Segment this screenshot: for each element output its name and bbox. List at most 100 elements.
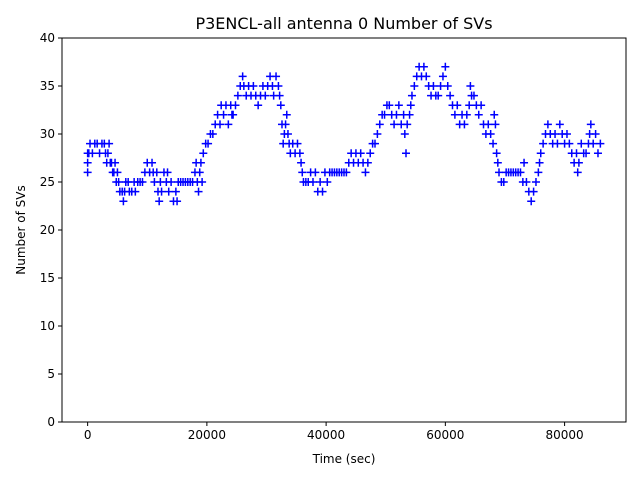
data-point [163,168,172,177]
data-point [316,178,325,186]
data-point [195,168,204,177]
data-point [466,82,475,90]
x-tick-label: 80000 [545,428,583,442]
data-point [577,139,586,148]
data-point [164,187,173,196]
data-point [392,110,401,119]
data-point [436,82,445,90]
data-point [394,101,403,110]
y-tick-label: 40 [40,31,55,45]
data-point [543,120,552,129]
data-point [295,149,304,158]
y-axis-ticks: 0 5 10 15 20 25 30 35 40 [40,31,62,429]
data-point [490,110,499,119]
data-point [438,72,447,81]
data-point [593,149,602,158]
data-point [152,168,161,177]
data-point [208,130,217,138]
data-point [531,178,540,186]
data-point [276,101,285,110]
data-point [281,120,290,129]
data-point [407,91,416,100]
data-point [484,120,493,129]
data-point [562,130,571,138]
data-point [402,149,411,158]
data-point [573,168,582,177]
x-tick-label: 0 [84,428,92,442]
y-tick-label: 20 [40,223,55,237]
plot-frame [61,37,627,423]
data-point [113,168,122,177]
y-tick-label: 30 [40,127,55,141]
data-point [318,187,327,196]
y-tick-label: 10 [40,319,55,333]
data-point [422,72,431,81]
data-point [492,149,501,158]
data-point [410,82,419,90]
data-point [356,149,365,158]
data-point [489,139,498,148]
data-point [574,158,583,167]
data-point [380,110,389,119]
data-point [375,120,384,129]
data-point [173,197,182,206]
y-tick-label: 35 [40,79,55,93]
data-point [385,101,394,110]
data-point [474,110,483,119]
data-point [453,101,462,110]
data-markers [83,62,605,206]
y-tick-label: 5 [47,367,55,381]
data-point [199,149,208,158]
data-point [596,139,605,148]
data-point [522,178,531,186]
data-point [342,168,351,177]
data-point [167,178,176,186]
data-point [534,168,543,177]
data-point [373,130,382,138]
data-point [131,187,140,196]
data-point [83,168,92,177]
data-point [293,139,302,148]
data-point [114,178,123,186]
data-point [516,168,525,177]
data-point [460,120,469,129]
data-point [366,149,375,158]
data-point [390,120,399,129]
data-point [419,62,428,71]
data-point [591,130,600,138]
data-point [539,139,548,148]
data-point [450,110,459,119]
x-tick-label: 20000 [188,428,226,442]
data-point [406,101,415,110]
data-point [493,158,502,167]
x-axis-ticks: 0 20000 40000 60000 80000 [84,422,584,442]
data-point [429,82,438,90]
data-point [249,82,258,90]
data-point [582,149,591,158]
data-point [83,158,92,167]
data-point [361,168,370,177]
x-tick-label: 40000 [307,428,345,442]
data-point [138,178,147,186]
data-point [499,178,508,186]
data-point [198,178,207,186]
data-point [282,110,291,119]
data-point [233,91,242,100]
y-axis-label: Number of SVs [14,185,28,274]
data-point [536,149,545,158]
data-point [495,168,504,177]
data-point [254,101,263,110]
data-point [434,91,443,100]
data-point [486,130,495,138]
data-point [105,139,114,148]
data-point [298,168,307,177]
data-point [155,197,164,206]
data-point [272,72,281,81]
data-point [405,110,414,119]
data-point [323,178,332,186]
chart-title: P3ENCL-all antenna 0 Number of SVs [195,14,492,33]
x-axis-label: Time (sec) [312,452,376,466]
data-point [238,72,247,81]
data-point [586,120,595,129]
data-point [491,120,500,129]
